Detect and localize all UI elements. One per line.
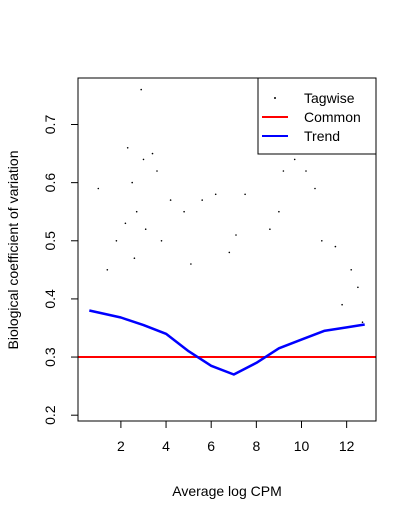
y-tick-label: 0.7 [42,115,58,135]
tagwise-point [305,170,307,172]
y-tick-label: 0.6 [42,173,58,193]
x-axis-title: Average log CPM [172,483,281,499]
tagwise-point [106,269,109,271]
tagwise-point [126,147,129,149]
legend-label: Common [304,109,361,125]
tagwise-point [169,199,172,201]
trend-curve [89,309,365,376]
tagwise-point [321,240,323,242]
y-axis: 0.2 0.3 0.4 0.5 0.6 0.7 [42,115,79,425]
tagwise-point [357,286,359,289]
tagwise-point [183,210,185,213]
tagwise-point [235,234,237,236]
x-tick-label: 4 [162,438,170,454]
tagwise-point [282,170,285,172]
tagwise-point [314,187,316,190]
tagwise-point [142,158,145,161]
tagwise-point [97,187,100,190]
y-tick-label: 0.5 [42,231,58,251]
tagwise-point [269,228,271,230]
tagwise-point [135,210,138,213]
y-tick-label: 0.4 [42,289,58,309]
tagwise-point [361,321,364,324]
tagwise-point [201,199,203,201]
tagwise-point [124,222,127,225]
tagwise-point [214,193,217,196]
tagwise-point [151,152,154,155]
x-tick-label: 10 [294,438,310,454]
tagwise-point [144,228,147,230]
tagwise-point [133,257,136,260]
tagwise-point [293,158,296,161]
tagwise-point [341,303,343,306]
tagwise-point [334,245,337,248]
x-axis: 2 4 6 8 10 12 [117,420,355,454]
tagwise-point [190,263,192,265]
tagwise-point [244,193,246,196]
tagwise-points [97,88,364,324]
tagwise-point [140,88,142,91]
x-tick-label: 8 [252,438,260,454]
legend-label: Trend [304,128,340,144]
tagwise-point [115,240,118,242]
x-tick-label: 12 [339,438,355,454]
x-tick-label: 6 [207,438,215,454]
tagwise-point [131,181,133,184]
y-axis-title: Biological coefficient of variation [5,151,21,350]
trend-line [89,309,365,376]
legend-label: Tagwise [304,90,355,106]
tagwise-point [228,251,231,254]
legend-point-symbol [274,97,276,99]
tagwise-point [160,240,163,242]
x-tick-label: 2 [117,438,125,454]
legend: Tagwise Common Trend [257,77,377,155]
y-tick-label: 0.3 [42,347,58,367]
tagwise-point [278,210,280,213]
tagwise-point [156,170,158,172]
tagwise-point [350,269,353,271]
y-tick-label: 0.2 [42,405,58,425]
